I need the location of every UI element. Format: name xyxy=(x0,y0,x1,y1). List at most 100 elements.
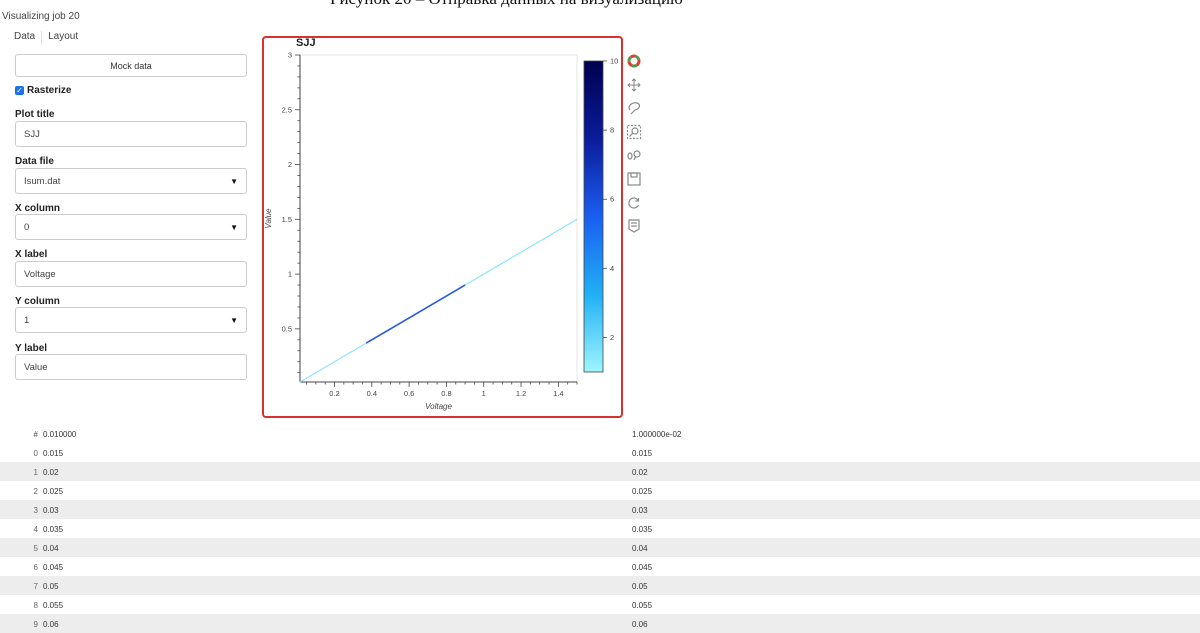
x-tick-label: 0.2 xyxy=(329,389,339,398)
row-index: 1 xyxy=(33,468,38,477)
series-dense-segment xyxy=(365,284,466,344)
table-row[interactable]: 6 0.045 0.045 xyxy=(0,557,1200,576)
y-column-select[interactable]: 1 ▼ xyxy=(15,307,247,333)
y-column-value: 1 xyxy=(24,314,30,326)
colorbar-tick-label: 4 xyxy=(610,264,614,273)
x-column-select[interactable]: 0 ▼ xyxy=(15,214,247,240)
table-row[interactable]: 7 0.05 0.05 xyxy=(0,576,1200,595)
x-label-value: Voltage xyxy=(24,268,56,280)
row-cell: 0.05 xyxy=(632,582,648,591)
y-label-value: Value xyxy=(24,361,48,373)
row-index: 0 xyxy=(33,449,38,458)
tab-bar: Data Layout xyxy=(9,31,84,44)
y-label-label: Y label xyxy=(15,343,48,354)
plot-area xyxy=(299,54,578,383)
y-tick-label: 2 xyxy=(288,160,292,169)
row-cell: 0.035 xyxy=(632,525,653,534)
reset-icon[interactable] xyxy=(626,195,642,211)
table-row[interactable]: 8 0.055 0.055 xyxy=(0,595,1200,614)
y-tick-label: 3 xyxy=(288,51,292,60)
colorbar-tick-label: 10 xyxy=(610,57,618,66)
bokeh-logo-icon[interactable] xyxy=(626,53,642,69)
y-tick-label: 1 xyxy=(288,270,292,279)
figure-caption: Рисунок 20 – Отправка данных на визуализ… xyxy=(330,0,950,9)
y-tick-label: 1.5 xyxy=(282,215,292,224)
row-cell: 0.015 xyxy=(43,449,64,458)
lasso-icon[interactable] xyxy=(626,100,642,116)
plot-title-input[interactable]: SJJ xyxy=(15,121,247,147)
row-cell: 0.04 xyxy=(632,544,648,553)
table-row[interactable]: 0 0.015 0.015 xyxy=(0,443,1200,462)
hover-icon[interactable] xyxy=(626,218,642,234)
row-cell: 0.03 xyxy=(632,506,648,515)
row-cell: 0.03 xyxy=(43,506,59,515)
x-tick-label: 1 xyxy=(482,389,486,398)
row-cell: 0.025 xyxy=(43,487,64,496)
y-column-label: Y column xyxy=(15,296,60,307)
row-cell: 0.06 xyxy=(632,620,648,629)
table-row[interactable]: 4 0.035 0.035 xyxy=(0,519,1200,538)
x-tick-label: 1.4 xyxy=(553,389,563,398)
chevron-down-icon: ▼ xyxy=(230,176,238,186)
header-col1: 0.010000 xyxy=(43,430,77,439)
x-column-label: X column xyxy=(15,203,61,214)
row-cell: 0.035 xyxy=(43,525,64,534)
row-index: 5 xyxy=(33,544,38,553)
plot-title: SJJ xyxy=(296,37,316,49)
scatter-plot[interactable]: 0.2 0.4 0.6 0.8 1 1.2 1.4 Voltage 0.5 1 1.5 2 2.5 3 Va… xyxy=(264,38,620,416)
colorbar xyxy=(583,60,604,373)
x-tick-label: 1.2 xyxy=(516,389,526,398)
row-cell: 0.05 xyxy=(43,582,59,591)
table-row[interactable]: 2 0.025 0.025 xyxy=(0,481,1200,500)
x-tick-label: 0.6 xyxy=(404,389,414,398)
row-cell: 0.015 xyxy=(632,449,653,458)
table-row[interactable]: 9 0.06 0.06 xyxy=(0,614,1200,633)
table-row[interactable]: 1 0.02 0.02 xyxy=(0,462,1200,481)
mock-data-button[interactable]: Mock data xyxy=(15,54,247,77)
rasterize-row[interactable]: ✓ Rasterize xyxy=(15,85,71,96)
y-tick-label: 2.5 xyxy=(282,105,292,114)
row-cell: 0.055 xyxy=(43,601,64,610)
save-icon[interactable] xyxy=(626,171,642,187)
wheel-zoom-icon[interactable] xyxy=(626,148,642,164)
x-axis-label: Voltage xyxy=(425,402,452,411)
header-col2: 1.000000e-02 xyxy=(632,430,682,439)
x-tick-label: 0.8 xyxy=(441,389,451,398)
row-index: 6 xyxy=(33,563,38,572)
row-index: 4 xyxy=(33,525,38,534)
colorbar-tick-label: 2 xyxy=(610,333,614,342)
row-index: 2 xyxy=(33,487,38,496)
x-column-value: 0 xyxy=(24,221,30,233)
header-index: # xyxy=(33,430,38,439)
data-file-label: Data file xyxy=(15,156,54,167)
table-row[interactable]: 3 0.03 0.03 xyxy=(0,500,1200,519)
row-cell: 0.045 xyxy=(43,563,64,572)
row-index: 9 xyxy=(33,620,38,629)
row-index: 7 xyxy=(33,582,38,591)
table-row[interactable]: 5 0.04 0.04 xyxy=(0,538,1200,557)
x-label-label: X label xyxy=(15,249,48,260)
y-label-input[interactable]: Value xyxy=(15,354,247,380)
pan-icon[interactable] xyxy=(626,77,642,93)
table-header: # 0.010000 1.000000e-02 xyxy=(0,424,1200,443)
plot-title-label: Plot title xyxy=(15,109,55,120)
x-label-input[interactable]: Voltage xyxy=(15,261,247,287)
data-file-select[interactable]: Isum.dat ▼ xyxy=(15,168,247,194)
plot-highlight-frame xyxy=(262,36,623,418)
rasterize-checkbox[interactable]: ✓ xyxy=(15,86,24,95)
tab-layout[interactable]: Layout xyxy=(48,31,79,42)
rasterize-label: Rasterize xyxy=(27,85,72,96)
window-title: Visualizing job 20 xyxy=(2,11,80,22)
y-axis-label: Value xyxy=(264,208,273,229)
colorbar-tick-label: 8 xyxy=(610,126,614,135)
plot-title-value: SJJ xyxy=(24,128,40,140)
row-cell: 0.02 xyxy=(43,468,59,477)
chevron-down-icon: ▼ xyxy=(230,222,238,232)
tab-data[interactable]: Data xyxy=(9,31,43,44)
chevron-down-icon: ▼ xyxy=(230,315,238,325)
box-zoom-icon[interactable] xyxy=(626,124,642,140)
row-cell: 0.06 xyxy=(43,620,59,629)
row-cell: 0.045 xyxy=(632,563,653,572)
x-tick-label: 0.4 xyxy=(367,389,377,398)
row-index: 8 xyxy=(33,601,38,610)
